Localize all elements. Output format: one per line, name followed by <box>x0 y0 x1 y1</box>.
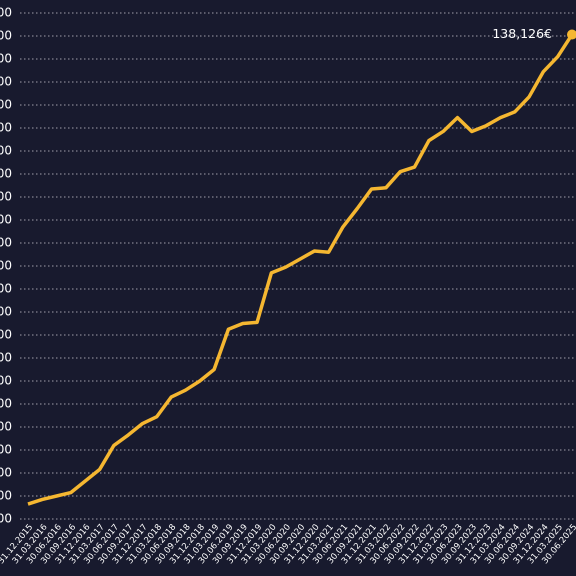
value-label: 138,126€ <box>492 26 552 41</box>
y-tick-label: 96,000 <box>0 512 12 526</box>
y-tick-label: 124,000 <box>0 190 12 204</box>
y-tick-label: 114,000 <box>0 305 12 319</box>
y-tick-label: 116,000 <box>0 282 12 296</box>
y-tick-label: 100,000 <box>0 466 12 480</box>
line <box>27 33 574 506</box>
y-tick-label: 104,000 <box>0 420 12 434</box>
y-tick-label: 136,000 <box>0 52 12 66</box>
y-tick-label: 108,000 <box>0 374 12 388</box>
y-tick-label: 128,000 <box>0 144 12 158</box>
y-tick-label: 140,000 <box>0 6 12 20</box>
y-tick-label: 118,000 <box>0 259 12 273</box>
y-tick-label: 138,000 <box>0 29 12 43</box>
y-tick-label: 112,000 <box>0 328 12 342</box>
y-tick-label: 134,000 <box>0 75 12 89</box>
end-point <box>567 29 576 40</box>
y-tick-label: 102,000 <box>0 443 12 457</box>
y-tick-label: 132,000 <box>0 98 12 112</box>
y-tick-label: 126,000 <box>0 167 12 181</box>
y-tick-label: 120,000 <box>0 236 12 250</box>
y-tick-label: 110,000 <box>0 351 12 365</box>
y-tick-label: 130,000 <box>0 121 12 135</box>
y-tick-label: 122,000 <box>0 213 12 227</box>
y-tick-label: 98,000 <box>0 489 12 503</box>
y-tick-label: 106,000 <box>0 397 12 411</box>
